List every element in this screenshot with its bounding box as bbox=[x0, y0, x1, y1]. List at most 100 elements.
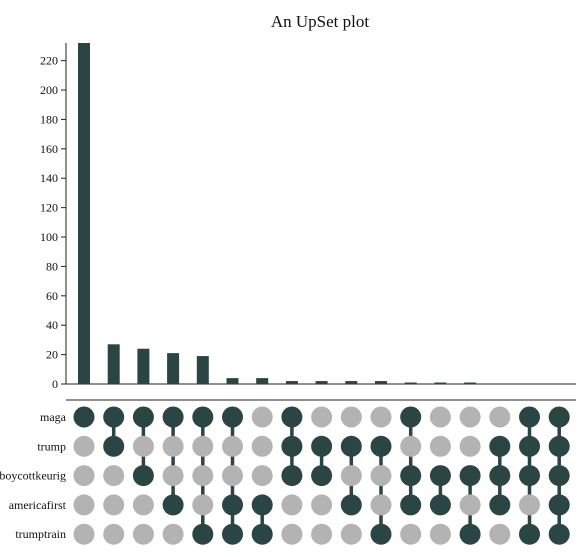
matrix-dot-inactive bbox=[281, 523, 303, 545]
matrix-dot-inactive bbox=[73, 435, 95, 457]
chart-title: An UpSet plot bbox=[271, 12, 370, 31]
matrix-dot-active bbox=[192, 523, 214, 545]
matrix-dot-inactive bbox=[73, 523, 95, 545]
matrix-dot-active bbox=[400, 406, 422, 428]
bar bbox=[196, 356, 209, 384]
set-labels: maga trump boycottkeurig americafirst trumpt… bbox=[0, 410, 67, 541]
matrix-dot-inactive bbox=[103, 494, 125, 516]
matrix-dot-inactive bbox=[103, 465, 125, 487]
matrix-dot-active bbox=[103, 435, 125, 457]
matrix-dot-inactive bbox=[73, 494, 95, 516]
matrix-dot-active bbox=[548, 435, 570, 457]
y-tick-label: 40 bbox=[46, 318, 58, 332]
matrix-dot-active bbox=[311, 435, 333, 457]
matrix-dot-active bbox=[222, 523, 243, 545]
matrix-dot-active bbox=[429, 465, 451, 487]
bar bbox=[434, 382, 447, 384]
bar bbox=[375, 381, 387, 384]
bar bbox=[464, 382, 477, 384]
matrix-dot-active bbox=[222, 494, 243, 516]
matrix-dot-active bbox=[132, 406, 154, 428]
matrix-dot-inactive bbox=[311, 494, 333, 516]
y-tick-label: 80 bbox=[46, 259, 58, 273]
y-tick-label: 200 bbox=[40, 83, 58, 97]
matrix-dot-active bbox=[340, 435, 362, 457]
matrix-dot-active bbox=[251, 523, 273, 545]
y-tick-label: 220 bbox=[40, 54, 58, 68]
matrix-dot-active bbox=[489, 465, 511, 487]
matrix-dot-active bbox=[281, 465, 303, 487]
matrix-dot-inactive bbox=[222, 465, 243, 487]
intersection-matrix bbox=[66, 399, 576, 545]
y-axis: 0 20 40 60 80 100 120 140 160 180 200 220 bbox=[40, 43, 576, 391]
bar bbox=[107, 344, 120, 384]
matrix-dot-active bbox=[459, 465, 481, 487]
matrix-dot-inactive bbox=[132, 494, 154, 516]
set-label: americafirst bbox=[9, 498, 67, 512]
matrix-dot-active bbox=[519, 465, 540, 487]
matrix-dot-inactive bbox=[370, 494, 392, 516]
matrix-dot-active bbox=[340, 494, 362, 516]
matrix-dot-active bbox=[162, 406, 184, 428]
matrix-dot-inactive bbox=[281, 494, 303, 516]
matrix-dot-inactive bbox=[429, 435, 451, 457]
matrix-dot-active bbox=[370, 435, 392, 457]
bar bbox=[285, 381, 298, 384]
y-tick-label: 140 bbox=[40, 171, 58, 185]
matrix-dot-active bbox=[311, 465, 333, 487]
matrix-dot-inactive bbox=[400, 523, 422, 545]
matrix-dot-inactive bbox=[162, 435, 184, 457]
matrix-dot-inactive bbox=[73, 465, 95, 487]
matrix-dot-active bbox=[370, 523, 392, 545]
matrix-dot-active bbox=[489, 494, 511, 516]
matrix-dot-inactive bbox=[400, 435, 422, 457]
matrix-dot-active bbox=[548, 523, 570, 545]
matrix-dot-active bbox=[519, 523, 540, 545]
matrix-dot-inactive bbox=[251, 465, 273, 487]
matrix-dot-inactive bbox=[222, 435, 243, 457]
matrix-dot-inactive bbox=[489, 406, 511, 428]
y-tick-label: 100 bbox=[40, 230, 58, 244]
matrix-dot-inactive bbox=[340, 406, 362, 428]
matrix-dot-active bbox=[548, 465, 570, 487]
matrix-dot-inactive bbox=[429, 523, 451, 545]
y-tick-label: 180 bbox=[40, 112, 58, 126]
matrix-dot-active bbox=[162, 494, 184, 516]
y-tick-label: 20 bbox=[46, 348, 58, 362]
matrix-dot-inactive bbox=[162, 465, 184, 487]
matrix-dot-active bbox=[429, 494, 451, 516]
matrix-dot-active bbox=[251, 494, 273, 516]
matrix-dot-inactive bbox=[459, 494, 481, 516]
matrix-dot-active bbox=[192, 406, 214, 428]
y-tick-label: 120 bbox=[40, 201, 58, 215]
matrix-dot-inactive bbox=[162, 523, 184, 545]
matrix-dot-inactive bbox=[459, 406, 481, 428]
matrix-dot-inactive bbox=[251, 435, 273, 457]
matrix-dot-inactive bbox=[311, 406, 333, 428]
bars bbox=[78, 43, 477, 384]
matrix-dot-active bbox=[281, 406, 303, 428]
matrix-dot-active bbox=[400, 494, 422, 516]
matrix-dot-inactive bbox=[192, 465, 214, 487]
matrix-dot-inactive bbox=[370, 406, 392, 428]
matrix-dot-inactive bbox=[311, 523, 333, 545]
matrix-dot-inactive bbox=[340, 523, 362, 545]
bar bbox=[137, 348, 150, 384]
matrix-dot-active bbox=[222, 406, 243, 428]
matrix-dot-inactive bbox=[519, 494, 540, 516]
matrix-dot-active bbox=[548, 494, 570, 516]
matrix-dot-inactive bbox=[370, 465, 392, 487]
matrix-dot-active bbox=[548, 406, 570, 428]
matrix-dot-active bbox=[459, 523, 481, 545]
matrix-dot-active bbox=[519, 435, 540, 457]
matrix-dot-inactive bbox=[459, 435, 481, 457]
bar bbox=[256, 378, 269, 384]
matrix-dot-active bbox=[73, 406, 95, 428]
bar bbox=[78, 43, 90, 384]
matrix-dot-active bbox=[400, 465, 422, 487]
matrix-dot-inactive bbox=[192, 435, 214, 457]
set-label: maga bbox=[40, 410, 67, 424]
matrix-dot-inactive bbox=[340, 465, 362, 487]
bar bbox=[404, 382, 417, 384]
set-label: boycottkeurig bbox=[0, 469, 66, 483]
